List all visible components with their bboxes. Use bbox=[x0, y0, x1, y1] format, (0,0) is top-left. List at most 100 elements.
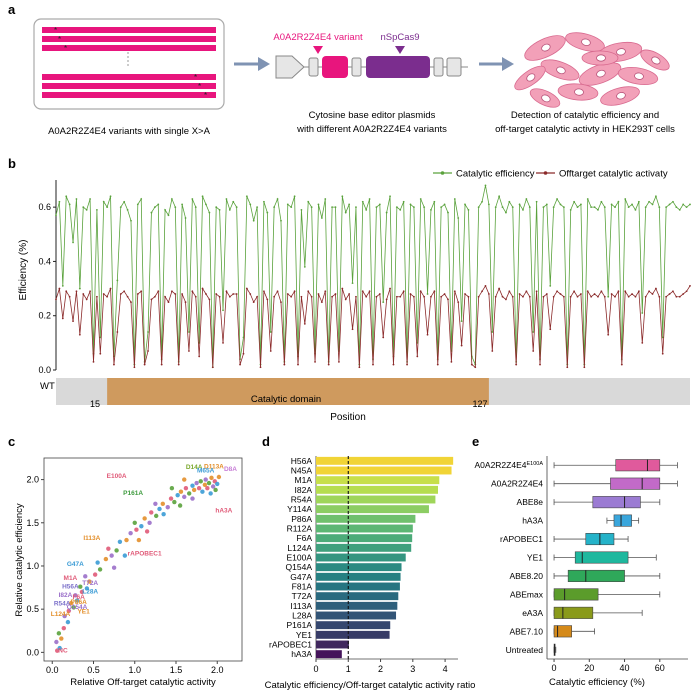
b-data-point bbox=[413, 206, 415, 209]
b-data-point bbox=[225, 290, 228, 293]
b-data-point bbox=[348, 293, 351, 295]
b-data-point bbox=[252, 219, 255, 222]
c-point-label: D14A bbox=[186, 464, 203, 471]
d-bar bbox=[316, 514, 416, 523]
b-data-point bbox=[453, 290, 456, 293]
c-data-point bbox=[194, 480, 199, 486]
b-data-point bbox=[467, 295, 470, 298]
b-data-point bbox=[55, 214, 57, 217]
b-data-point bbox=[576, 295, 579, 298]
arrow-1 bbox=[234, 57, 270, 71]
box-chart-e: A0A2R2Z4E4E100AA0A2R2Z4E4ABE8ehA3ArAPOBE… bbox=[475, 456, 688, 673]
b-data-point bbox=[160, 363, 163, 366]
variant-stripe bbox=[42, 74, 216, 80]
cas-label: nSpCas9 bbox=[380, 32, 419, 43]
b-data-point bbox=[637, 290, 640, 293]
b-data-point bbox=[423, 206, 426, 209]
hek293t-cells bbox=[514, 32, 670, 108]
b-data-point bbox=[528, 206, 531, 209]
b-data-point bbox=[661, 336, 664, 339]
e-category-label: rAPOBEC1 bbox=[500, 534, 543, 544]
b-data-point bbox=[368, 198, 371, 200]
e-box bbox=[553, 459, 678, 472]
c-data-point bbox=[208, 491, 213, 496]
e-category-name: A0A2R2Z4E4 bbox=[475, 460, 527, 470]
b-data-point bbox=[678, 208, 681, 211]
b-data-point bbox=[75, 198, 78, 200]
b-data-point bbox=[58, 287, 61, 290]
b-data-point bbox=[549, 284, 552, 287]
b-data-point bbox=[68, 295, 71, 298]
c-point-label: L28A bbox=[82, 589, 98, 596]
b-data-point bbox=[661, 352, 664, 355]
e-category-superscript: E100A bbox=[526, 461, 543, 467]
b-y-tick-label: 0.4 bbox=[38, 256, 51, 266]
b-data-point bbox=[365, 295, 368, 298]
c-data-point bbox=[154, 513, 159, 519]
b-data-point bbox=[501, 295, 504, 298]
variant-stripe bbox=[42, 36, 216, 42]
b-data-point bbox=[682, 293, 685, 295]
cell-nucleus bbox=[616, 48, 626, 56]
b-data-point bbox=[293, 290, 296, 293]
b-data-point bbox=[430, 208, 432, 211]
d-bar bbox=[316, 601, 398, 610]
b-data-point bbox=[409, 203, 412, 206]
b-data-point bbox=[341, 195, 344, 198]
c-data-point bbox=[205, 486, 210, 491]
c-point-label: Q154A bbox=[67, 604, 88, 611]
b-data-point bbox=[542, 295, 545, 298]
b-data-point bbox=[385, 211, 388, 214]
b-data-point bbox=[334, 293, 337, 295]
b-data-point bbox=[624, 290, 627, 293]
b-y-tick-label: 0.0 bbox=[38, 365, 51, 375]
b-data-point bbox=[586, 290, 589, 293]
catalytic-domain bbox=[107, 378, 489, 405]
c-point-label: hA3A bbox=[215, 507, 232, 514]
b-data-point bbox=[201, 287, 204, 290]
b-data-point bbox=[552, 206, 555, 209]
b-data-point bbox=[164, 208, 166, 211]
domain-end-label: 127 bbox=[472, 399, 487, 409]
b-data-point bbox=[522, 208, 524, 211]
b-data-point bbox=[627, 295, 630, 298]
b-data-point bbox=[440, 295, 443, 298]
d-bar bbox=[316, 495, 436, 504]
e-box bbox=[553, 477, 678, 490]
c-data-point bbox=[83, 574, 88, 579]
b-data-point bbox=[440, 206, 443, 209]
b-data-point bbox=[150, 211, 153, 214]
b-data-point bbox=[375, 295, 378, 298]
b-data-point bbox=[170, 198, 173, 200]
b-data-point bbox=[147, 331, 149, 333]
e-category-name: rAPOBEC1 bbox=[500, 534, 543, 544]
c-data-point bbox=[206, 480, 212, 486]
b-data-point bbox=[273, 206, 276, 209]
b-data-point bbox=[566, 366, 569, 369]
bar-chart-d: H56AN45AM1AI82AR54AY114AP86AR112AF6AL124… bbox=[269, 456, 458, 674]
b-data-point bbox=[317, 203, 320, 206]
b-data-point bbox=[395, 206, 398, 209]
d-category-label: P86A bbox=[291, 514, 312, 524]
c-data-point bbox=[144, 529, 150, 534]
d-category-label: H56A bbox=[291, 456, 313, 466]
b-data-point bbox=[399, 295, 402, 298]
b-data-point bbox=[75, 290, 78, 293]
b-data-point bbox=[498, 195, 501, 198]
b-data-point bbox=[351, 328, 354, 331]
c-y-tick-label: 2.0 bbox=[26, 475, 39, 485]
b-data-point bbox=[65, 290, 68, 293]
cell bbox=[529, 88, 561, 108]
d-category-label: I82A bbox=[295, 485, 313, 495]
d-bar bbox=[316, 524, 413, 533]
b-data-point bbox=[123, 200, 126, 203]
b-data-point bbox=[140, 290, 143, 293]
e-category-label: eA3A bbox=[522, 608, 543, 618]
c-data-point bbox=[114, 548, 119, 553]
b-data-point bbox=[153, 206, 156, 209]
b-data-point bbox=[218, 208, 221, 211]
cell bbox=[581, 50, 619, 66]
b-data-point bbox=[194, 206, 197, 209]
b-data-point bbox=[685, 290, 688, 293]
c-data-point bbox=[92, 572, 98, 577]
